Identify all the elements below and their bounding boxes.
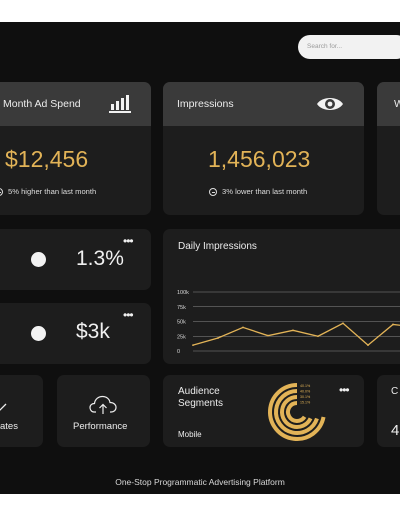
performance-label: Performance — [73, 421, 128, 432]
data-point — [242, 326, 244, 329]
y-tick-label: 75k — [177, 305, 186, 311]
minus-circle-icon — [0, 188, 3, 196]
ring-arc — [280, 395, 313, 429]
more-options-icon[interactable]: ••• — [339, 383, 350, 397]
ad-spend-title: Month Ad Spend — [3, 98, 81, 110]
data-point — [192, 344, 194, 346]
impressions-change-text: 3% lower than last month — [222, 187, 308, 196]
ring-label: 40.1% — [300, 384, 311, 388]
status-dot — [31, 326, 46, 341]
partial-card: C 4 — [377, 375, 400, 447]
ad-spend-change-text: 5% higher than last month — [8, 187, 97, 196]
ring-label: 15.1% — [300, 401, 311, 405]
ad-spend-card-header: Month Ad Spend — [0, 82, 151, 126]
audience-segments-card: Audience Segments Mobile ••• 40.1% 40.0% 3… — [163, 375, 364, 447]
ring-label: 30.1% — [300, 395, 311, 399]
line-chart: 100k75k50k25k033k Av. Daily Impressions5… — [177, 290, 400, 355]
audience-title-line1: Audience — [178, 386, 220, 397]
eye-icon — [317, 98, 343, 110]
impressions-card: Impressions 1,456,023 3% lower than last… — [163, 82, 364, 215]
ctr-card: 1.3% ••• — [0, 229, 151, 290]
ring-arc — [274, 389, 319, 435]
rates-tile[interactable]: ates — [0, 375, 43, 447]
cost-card: $3k ••• — [0, 303, 151, 364]
data-point — [392, 323, 394, 326]
data-point — [292, 329, 294, 332]
partial-card-title: C — [391, 386, 399, 397]
rates-label: ates — [0, 421, 18, 432]
y-tick-label: 0 — [177, 349, 180, 355]
third-card-header: W — [377, 82, 400, 126]
radial-bar-chart: 40.1% 40.0%30.1% 15.1% — [268, 383, 326, 441]
status-dot — [31, 252, 46, 267]
top-bar: Search for... — [0, 22, 400, 72]
third-metric-card: W — [377, 82, 400, 215]
impressions-card-header: Impressions — [163, 82, 364, 126]
bar-chart-icon — [109, 95, 131, 113]
chart-title: Daily Impressions — [178, 241, 257, 252]
data-point — [367, 344, 369, 346]
dashboard-frame: Search for... Month Ad Spend $12,456 5% … — [0, 22, 400, 494]
ring-label: 40.0% — [300, 390, 311, 394]
minus-circle-icon — [209, 188, 217, 196]
data-point — [267, 334, 269, 337]
ring-arc — [268, 383, 326, 441]
audience-title-line2: Segments — [178, 398, 224, 409]
impressions-title: Impressions — [177, 98, 234, 110]
data-point — [317, 335, 319, 338]
data-point — [342, 322, 344, 325]
ad-spend-change: 5% higher than last month — [0, 187, 96, 196]
search-input[interactable]: Search for... — [298, 35, 400, 59]
audience-segment-label: Mobile — [178, 430, 202, 439]
impressions-change: 3% lower than last month — [209, 187, 307, 196]
y-tick-label: 100k — [177, 290, 189, 296]
impressions-value: 1,456,023 — [208, 146, 311, 172]
cloud-upload-icon — [89, 395, 117, 414]
ctr-value: 1.3% — [76, 247, 124, 270]
daily-impressions-card: Daily Impressions 100k75k50k25k033k Av. … — [163, 229, 400, 364]
y-tick-label: 25k — [177, 334, 186, 340]
third-card-title: W — [394, 98, 400, 110]
cost-value: $3k — [76, 320, 110, 343]
series-line — [192, 322, 400, 346]
data-point — [217, 337, 219, 339]
more-options-icon[interactable]: ••• — [123, 234, 134, 248]
footer-tagline: One-Stop Programmatic Advertising Platfo… — [115, 477, 285, 487]
performance-tile[interactable]: Performance — [57, 375, 150, 447]
check-icon — [0, 403, 7, 411]
ring-arc — [286, 401, 307, 423]
partial-card-value: 4 — [391, 422, 400, 439]
ad-spend-card: Month Ad Spend $12,456 5% higher than la… — [0, 82, 151, 215]
ad-spend-value: $12,456 — [5, 146, 89, 172]
y-tick-label: 50k — [177, 320, 186, 326]
more-options-icon[interactable]: ••• — [123, 308, 134, 322]
